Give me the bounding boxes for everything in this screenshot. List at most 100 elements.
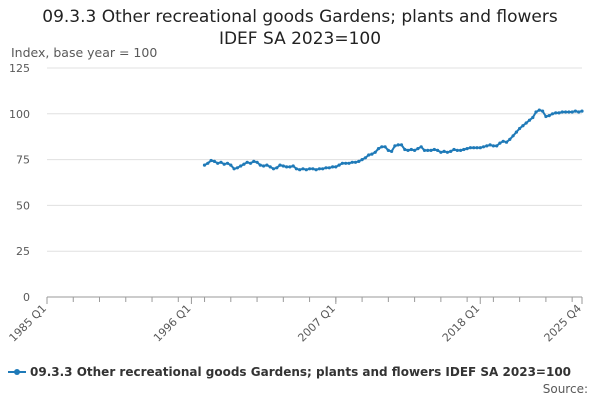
data-point	[481, 145, 486, 149]
data-point	[452, 147, 456, 152]
data-point	[419, 145, 423, 149]
data-point	[511, 134, 515, 138]
data-point	[577, 110, 581, 114]
data-point	[285, 165, 289, 169]
legend-swatch	[8, 367, 26, 377]
x-tick-label: 1996 Q1	[151, 302, 194, 345]
data-point	[337, 163, 341, 167]
data-point	[468, 146, 472, 150]
data-point	[239, 164, 243, 168]
legend-swatch-marker	[14, 369, 20, 375]
data-point	[327, 166, 331, 170]
data-point	[399, 143, 404, 147]
data-point	[258, 163, 262, 167]
y-tick-label: 25	[16, 245, 30, 258]
series-layer	[202, 108, 584, 172]
data-point	[580, 109, 584, 113]
data-point	[262, 164, 266, 168]
data-point	[265, 163, 269, 167]
data-point	[235, 166, 239, 170]
data-point	[242, 162, 246, 166]
data-point	[445, 150, 449, 154]
data-point	[212, 159, 216, 163]
data-point	[222, 162, 226, 166]
data-point	[291, 164, 295, 168]
data-point	[202, 163, 207, 167]
data-point	[518, 126, 522, 131]
data-point	[294, 167, 298, 171]
data-point	[567, 110, 571, 114]
data-point	[541, 109, 545, 113]
data-point	[413, 148, 417, 152]
data-point	[521, 124, 525, 128]
data-point	[380, 145, 384, 149]
chart-title: 09.3.3 Other recreational goods Gardens;…	[42, 7, 558, 27]
data-point	[573, 109, 578, 113]
data-point	[386, 148, 390, 152]
x-tick-label: 2025 Q4	[542, 302, 585, 345]
data-point	[560, 110, 564, 114]
data-point	[281, 164, 285, 168]
data-point	[245, 160, 249, 164]
chart-subtitle: IDEF SA 2023=100	[218, 29, 382, 49]
data-point	[537, 108, 541, 112]
data-point	[209, 158, 213, 163]
data-point	[570, 110, 574, 114]
data-point	[311, 167, 315, 171]
data-point	[278, 163, 282, 167]
data-point	[350, 160, 354, 164]
data-point	[459, 148, 463, 152]
data-point	[554, 111, 558, 115]
data-point	[363, 156, 367, 160]
y-axis-label: Index, base year = 100	[11, 45, 158, 60]
data-point	[331, 165, 335, 169]
data-point	[544, 114, 548, 119]
data-point	[383, 145, 387, 149]
x-tick-label: 2007 Q1	[295, 302, 338, 345]
data-point	[255, 160, 259, 164]
data-point	[557, 111, 561, 115]
data-point	[321, 167, 325, 171]
data-point	[531, 115, 535, 120]
data-point	[495, 144, 499, 148]
grid-lines	[47, 67, 582, 252]
data-point	[219, 160, 223, 164]
data-point	[225, 161, 230, 165]
data-point	[248, 161, 253, 165]
data-point	[360, 158, 364, 162]
y-tick-label: 0	[23, 291, 30, 304]
y-tick-label: 125	[9, 62, 30, 75]
data-point	[527, 118, 532, 122]
data-point	[455, 148, 459, 152]
data-point	[206, 161, 210, 165]
data-point	[229, 163, 233, 167]
data-point	[252, 159, 256, 163]
data-point	[216, 161, 220, 165]
data-point	[416, 147, 420, 151]
data-point	[426, 148, 430, 152]
data-point	[340, 161, 344, 165]
x-tick-label: 2018 Q1	[440, 302, 483, 345]
data-point	[504, 140, 509, 144]
data-point	[514, 130, 519, 134]
y-tick-label: 50	[16, 199, 30, 212]
data-point	[498, 141, 502, 145]
legend-label: 09.3.3 Other recreational goods Gardens;…	[30, 365, 572, 379]
data-point	[429, 148, 433, 152]
data-point	[396, 143, 400, 147]
data-point	[308, 167, 312, 171]
data-point	[403, 147, 407, 152]
data-point	[485, 144, 489, 148]
data-point	[488, 143, 492, 147]
data-point	[534, 110, 538, 114]
data-point	[439, 150, 443, 154]
data-point	[275, 166, 279, 170]
data-point	[271, 167, 276, 171]
data-point	[334, 165, 338, 169]
data-point	[344, 161, 348, 165]
data-point	[390, 149, 394, 153]
data-point	[314, 168, 318, 172]
y-tick-label: 75	[16, 154, 30, 167]
